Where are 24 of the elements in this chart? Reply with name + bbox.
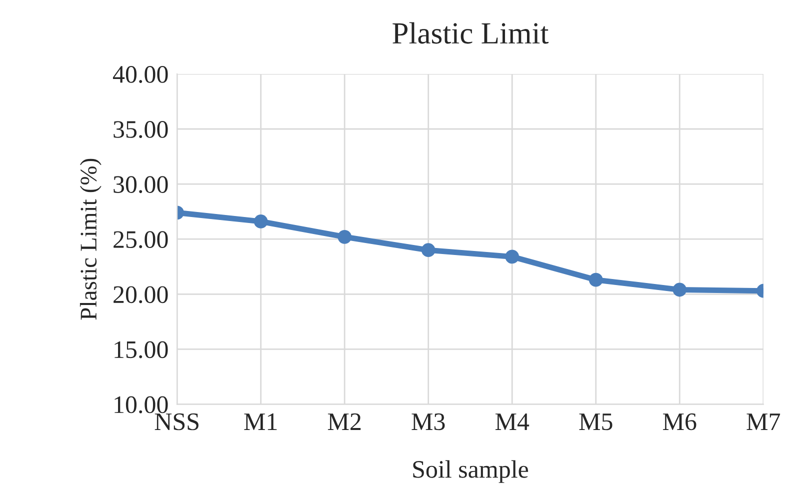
y-tick-label: 10.00: [114, 396, 168, 414]
y-tick-label: 20.00: [114, 286, 168, 304]
y-tick-label: 25.00: [114, 231, 168, 248]
point: [672, 282, 687, 297]
point: [505, 250, 520, 264]
point: [254, 214, 268, 228]
y-tick-label: 30.00: [114, 176, 168, 194]
x-tick-label: M4: [495, 413, 530, 430]
y-axis-title: Plastic Limit (%): [80, 158, 102, 320]
y-tick-label: 35.00: [114, 121, 168, 138]
point: [338, 230, 352, 244]
x-tick-label: M6: [662, 413, 696, 430]
y-tick-label: 15.00: [114, 341, 168, 358]
x-tick-label: M2: [328, 413, 361, 430]
x-tick-label: M3: [412, 413, 445, 430]
point: [421, 243, 436, 258]
x-tick-label: NSS: [154, 413, 198, 430]
y-tick-label: 40.00: [112, 66, 168, 83]
x-tick-label: M1: [244, 413, 277, 430]
point: [588, 272, 603, 287]
x-tick-label: M5: [579, 414, 612, 430]
x-axis-title: Soil sample: [413, 460, 528, 483]
chart-title: Plastic Limit: [392, 22, 549, 44]
x-tick-label: M7: [746, 414, 780, 430]
